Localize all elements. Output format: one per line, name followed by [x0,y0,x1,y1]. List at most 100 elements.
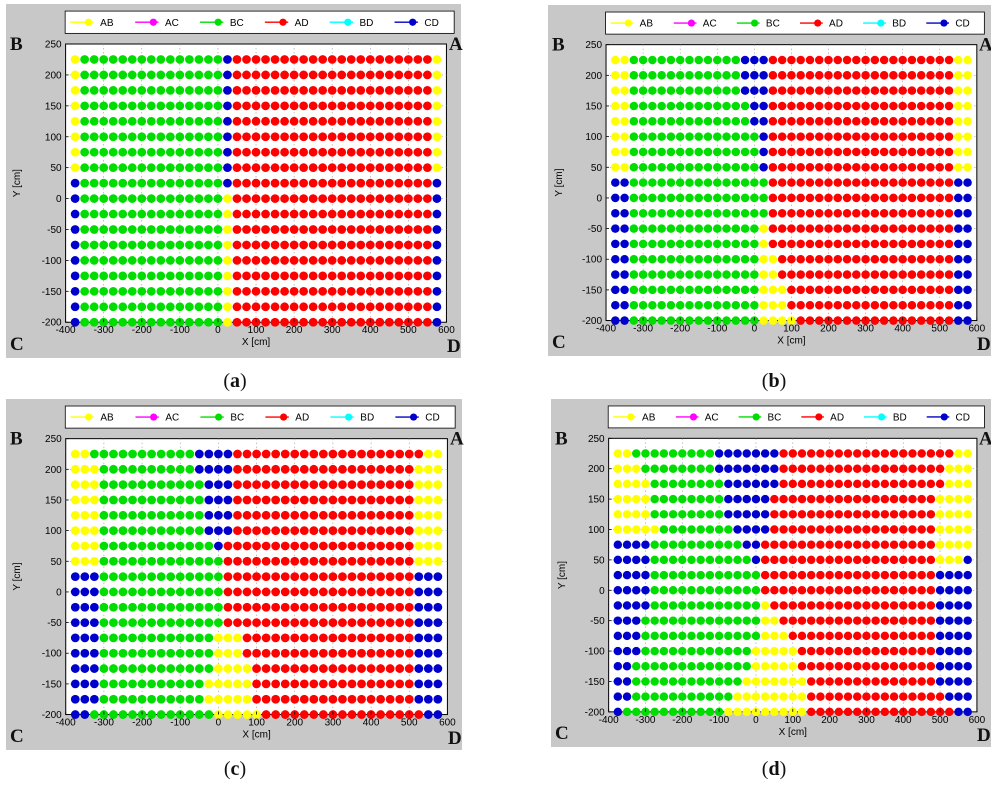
data-point-ad [270,132,280,142]
data-point-ad [935,300,945,310]
data-point-bc [108,302,118,312]
data-point-ad [917,449,926,458]
data-point-bc [99,147,109,157]
data-point-ad [309,694,319,704]
data-point-ad [251,116,261,126]
data-point-bc [108,85,118,95]
data-point-bc [703,193,713,203]
data-point-bc [99,240,109,250]
data-point-ad [871,707,880,717]
data-point-bc [678,586,687,595]
data-point-ad [908,616,917,625]
data-point-ad [365,194,375,203]
data-point-bc [750,239,759,249]
data-point-ab [632,479,641,489]
data-point-bc [108,286,118,296]
data-point-ad [395,449,405,459]
data-point-ad [403,70,413,80]
x-tick-label: -300 [94,718,114,729]
data-point-ad [935,464,945,473]
data-point-bc [214,618,223,627]
data-point-ad [805,178,815,187]
data-point-ad [871,616,880,625]
data-point-bc [641,646,650,656]
data-point-ad [825,616,834,625]
data-point-bc [194,679,204,689]
data-point-cd [89,602,99,612]
data-point-ad [251,194,261,203]
data-point-ad [787,55,796,65]
data-point-ab [423,556,433,566]
data-point-cd [963,208,972,218]
data-point-ab [70,85,80,95]
data-point-ad [842,285,852,295]
data-point-ad [889,510,899,519]
data-point-bc [724,570,733,580]
data-point-bc [659,525,669,534]
data-point-ad [862,540,871,549]
data-point-ab [963,479,972,489]
legend-box [64,405,456,429]
data-point-bc [740,101,750,111]
data-point-bc [678,464,687,473]
data-point-ad [404,648,414,658]
data-point-ad [852,631,862,641]
data-point-ad [347,587,357,597]
x-tick-label: 500 [400,325,417,336]
data-point-cd [620,316,629,325]
legend-marker [750,19,759,27]
data-point-ad [814,316,824,325]
data-point-cd [641,540,650,549]
data-point-ad [337,225,347,234]
data-point-cd [954,208,963,218]
data-point-bc [685,208,694,218]
data-point-bc [128,526,137,536]
data-point-bc [731,147,741,157]
data-point-bc [668,540,678,549]
data-point-ab [760,601,770,610]
data-point-bc [166,679,176,689]
data-point-bc [165,85,175,95]
data-point-ab [779,707,788,717]
data-point-ad [338,464,347,474]
data-point-ad [861,270,870,279]
data-point-cd [80,679,90,689]
data-point-bc [166,464,176,474]
data-point-ad [777,193,787,203]
data-point-bc [632,449,641,458]
data-point-cd [963,586,972,595]
data-point-bc [638,208,648,218]
data-point-ad [242,101,251,111]
data-point-ad [308,85,318,95]
data-point-bc [194,225,204,234]
data-point-ad [328,464,338,474]
data-point-bc [641,692,650,701]
data-point-ad [852,449,862,458]
data-point-bc [99,464,109,474]
data-point-ad [299,510,309,520]
data-point-bc [678,540,687,549]
data-point-ad [852,555,862,565]
data-point-ad [318,302,328,312]
data-point-bc [632,677,641,686]
data-point-ad [805,316,815,325]
data-point-ad [879,239,889,249]
data-point-bc [118,510,128,520]
data-point-ad [889,254,898,264]
data-point-cd [433,694,443,704]
data-point-bc [204,256,213,265]
data-point-ad [760,540,770,549]
data-point-ad [318,317,328,327]
data-point-bc [128,710,137,719]
data-point-ad [852,616,862,625]
data-point-ab [80,480,90,490]
data-point-bc [685,101,694,111]
data-point-bc [622,707,632,717]
data-point-ad [908,494,917,504]
data-point-ad [908,662,917,671]
data-point-bc [668,586,678,595]
data-point-bc [722,239,731,249]
data-point-bc [696,616,705,625]
data-point-ad [357,602,366,612]
data-point-bc [185,495,195,505]
